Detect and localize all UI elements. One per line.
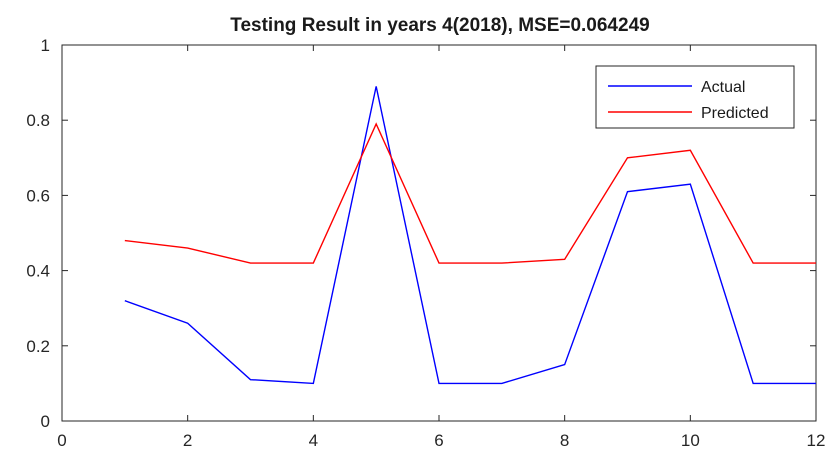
series-line-predicted: [124, 122, 816, 264]
y-tick-label: 0.8: [26, 111, 50, 130]
y-tick-label: 0.4: [26, 262, 50, 281]
x-tick-label: 2: [183, 431, 192, 450]
series-group: [124, 86, 816, 385]
legend-box: [595, 65, 795, 129]
legend-label-predicted: Predicted: [701, 105, 769, 122]
y-tick-label: 0: [41, 412, 50, 431]
y-tick-label: 0.6: [26, 186, 50, 205]
legend-label-actual: Actual: [701, 79, 745, 96]
y-tick-label: 1: [41, 36, 50, 55]
x-tick-label: 12: [807, 431, 826, 450]
series-line-actual: [124, 86, 816, 385]
x-tick-label: 6: [434, 431, 443, 450]
x-tick-label: 0: [57, 431, 66, 450]
legend: Actual Predicted: [595, 65, 795, 129]
y-tick-label: 0.2: [26, 337, 50, 356]
x-tick-label: 4: [309, 431, 318, 450]
x-tick-label: 8: [560, 431, 569, 450]
chart-title: Testing Result in years 4(2018), MSE=0.0…: [230, 15, 649, 36]
x-tick-label: 10: [681, 431, 700, 450]
